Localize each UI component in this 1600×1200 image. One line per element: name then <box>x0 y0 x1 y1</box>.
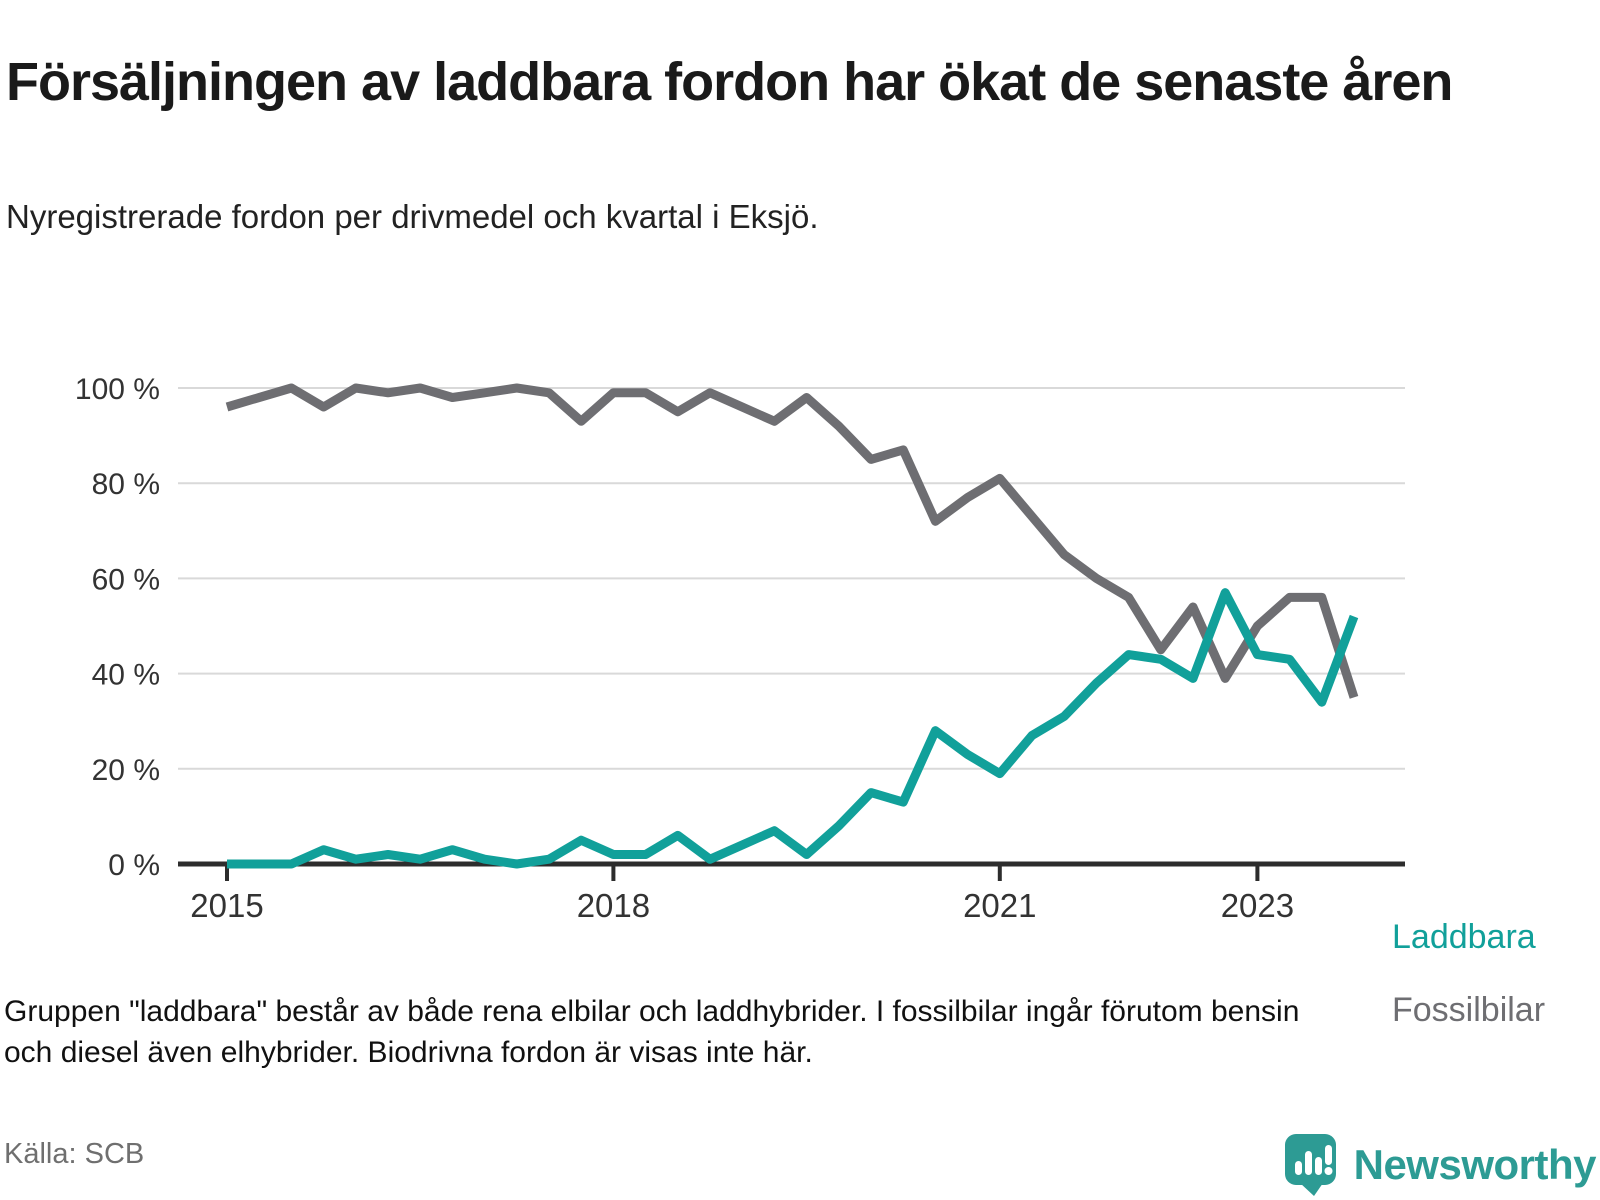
y-axis-tick-label: 40 % <box>92 659 160 692</box>
footnote-line: och diesel även elhybrider. Biodrivna fo… <box>4 1036 813 1070</box>
newsworthy-logo: Newsworthy <box>1284 1133 1597 1197</box>
x-axis-tick-label: 2023 <box>1221 887 1294 924</box>
brand-name: Newsworthy <box>1353 1141 1597 1188</box>
x-axis-tick-label: 2015 <box>190 887 263 924</box>
footnote-line: Gruppen "laddbara" består av både rena e… <box>4 995 1300 1028</box>
series-label-laddbara: Laddbara <box>1392 918 1536 956</box>
y-axis-tick-label: 20 % <box>92 754 160 787</box>
page-title: Försäljningen av laddbara fordon har öka… <box>6 52 1453 113</box>
y-axis-tick-label: 80 % <box>92 468 160 501</box>
chart-canvas: 100 % 80 % 60 % 40 % 20 % 0 % 2015 2018 2021 2023 <box>75 373 1405 924</box>
y-axis-tick-label: 60 % <box>92 563 160 596</box>
source-label: Källa: SCB <box>4 1138 145 1170</box>
y-axis-tick-label: 0 % <box>108 849 160 882</box>
chart-subtitle: Nyregistrerade fordon per drivmedel och … <box>6 198 819 235</box>
series-label-fossilbilar: Fossilbilar <box>1392 991 1546 1029</box>
bar-chart-speech-bubble-icon <box>1284 1134 1336 1196</box>
series-line-fossilbilar <box>225 383 1359 699</box>
chart-footnote: Gruppen "laddbara" består av både rena e… <box>4 991 1299 1074</box>
line-chart: 100 % 80 % 60 % 40 % 20 % 0 % 2015 2018 2021 2023… <box>0 330 1600 1029</box>
y-axis-tick-label: 100 % <box>75 373 160 406</box>
x-axis-tick-label: 2021 <box>963 887 1036 924</box>
series-line-laddbara <box>227 588 1359 869</box>
x-axis-tick-label: 2018 <box>577 887 650 924</box>
